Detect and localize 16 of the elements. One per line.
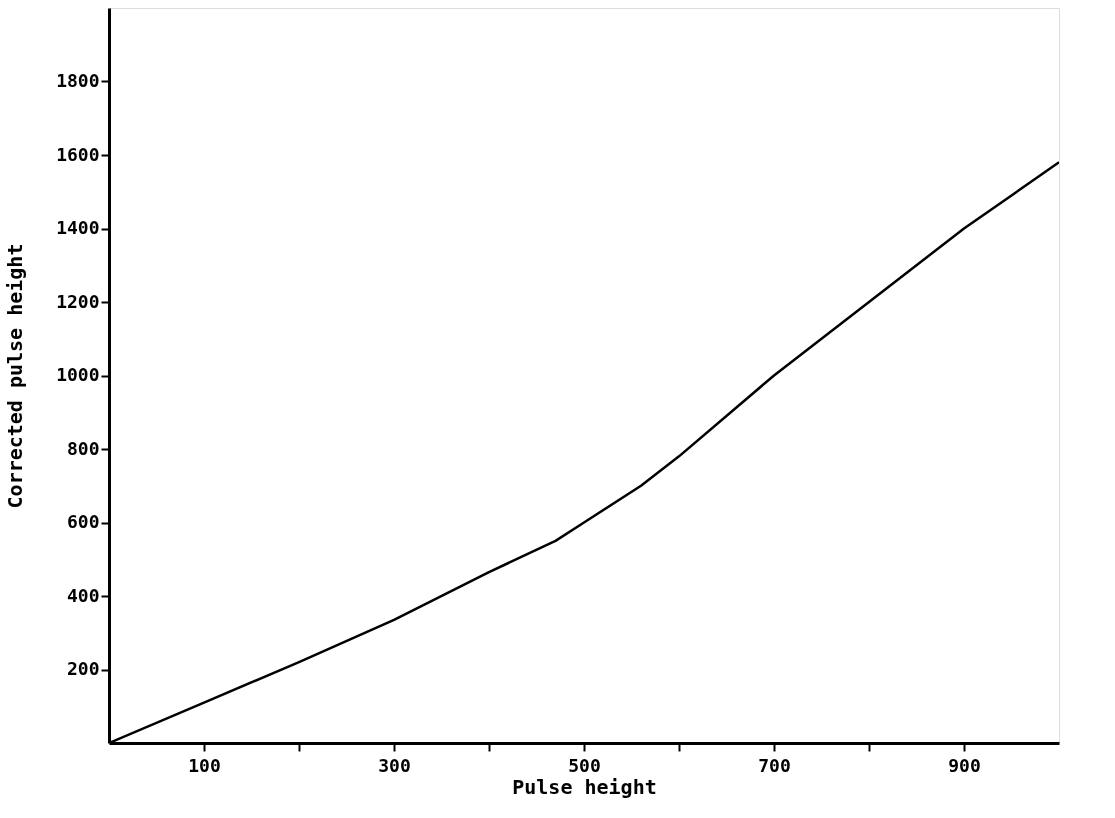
y-tick-label: 800	[66, 437, 100, 459]
x-tick-label: 100	[188, 754, 221, 776]
y-tick-label: 400	[66, 584, 100, 606]
y-tick-label: 1400	[56, 217, 100, 238]
x-tick-label: 900	[948, 754, 981, 776]
y-tick-label: 600	[66, 511, 100, 532]
y-tick-label: 200	[66, 658, 100, 679]
x-axis-title: Pulse height	[512, 774, 657, 799]
y-tick-label: 1600	[56, 143, 100, 165]
x-tick-label: 700	[758, 754, 791, 776]
y-axis-title: Corrected pulse height	[3, 243, 28, 509]
y-tick-label: 1200	[56, 290, 100, 312]
x-tick-label: 500	[568, 754, 601, 776]
x-tick-label: 300	[378, 754, 411, 776]
y-tick-label: 1800	[56, 70, 100, 91]
y-tick-label: 1000	[56, 364, 100, 385]
